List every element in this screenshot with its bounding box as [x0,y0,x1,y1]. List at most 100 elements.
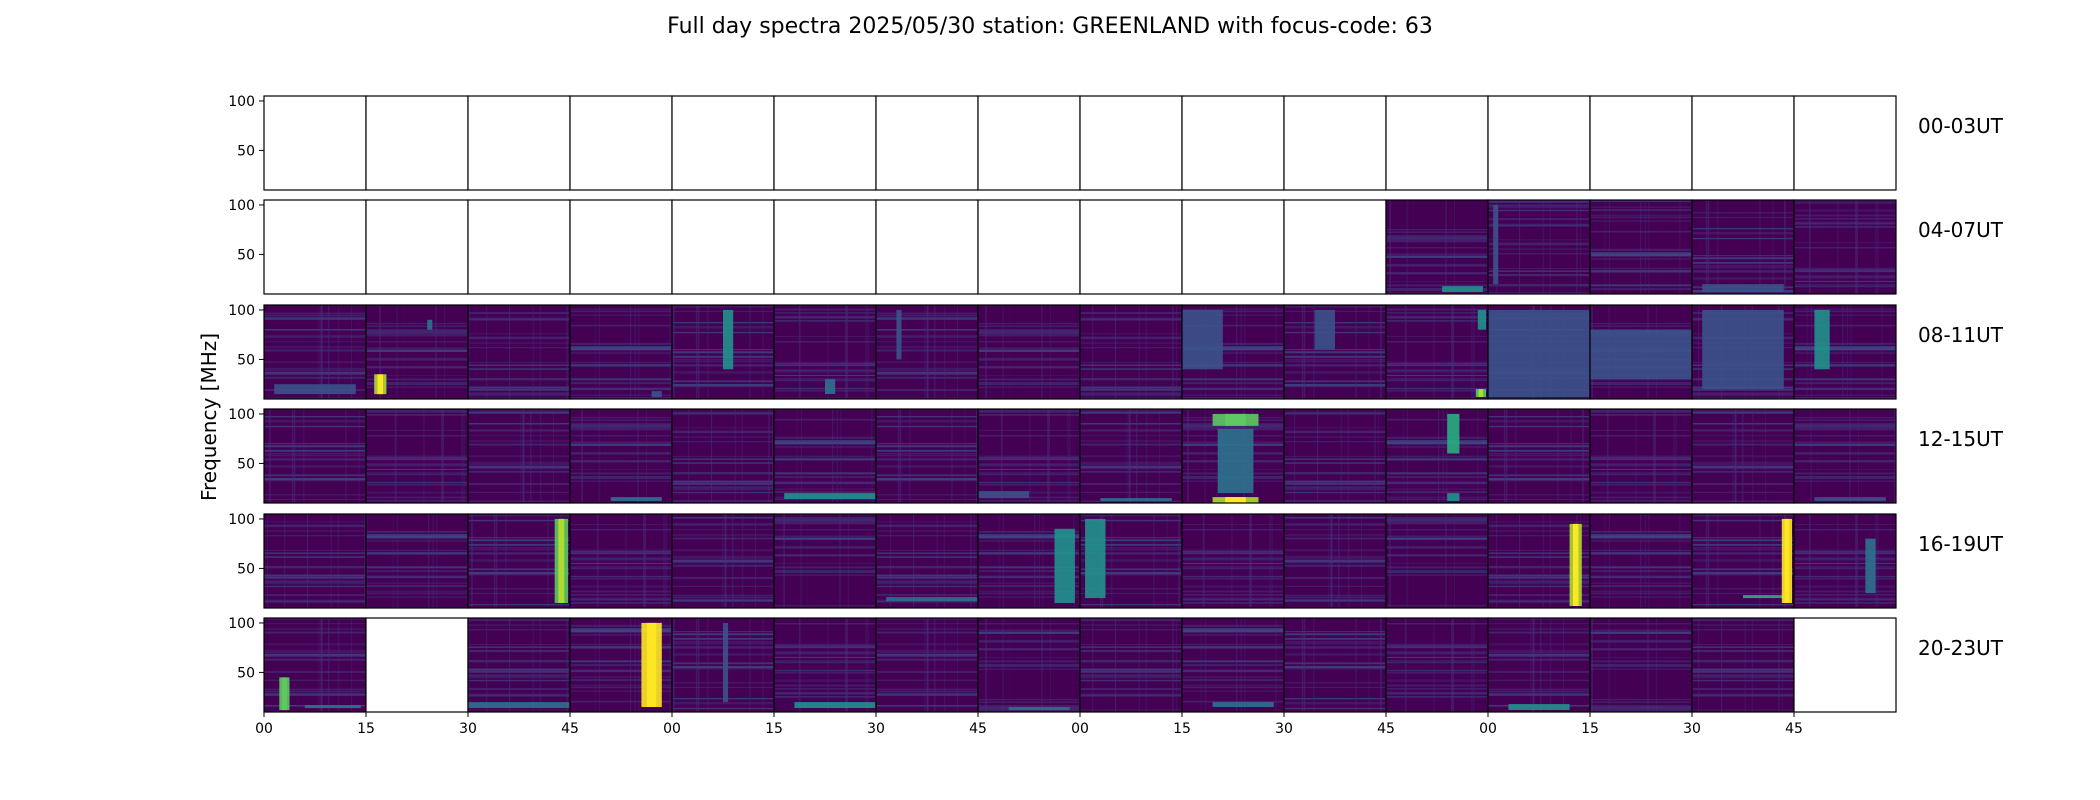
y-tick-label: 100 [228,198,255,214]
x-tick-label: 45 [969,721,987,737]
spectrum-panel [1793,95,1897,191]
spectrum-background [774,618,876,712]
spectral-burst [1442,286,1483,292]
spectrum-panel [875,95,979,191]
empty-panel [468,200,570,294]
empty-panel [1080,200,1182,294]
y-tick-label: 50 [237,456,255,472]
spectrum-background [1488,618,1590,712]
spectral-burst [723,622,729,703]
spectrum-panel [1079,95,1183,191]
spectrum-panel [365,513,469,609]
spectrum-background [570,305,672,399]
spectrum-panel [977,617,1081,713]
spectrum-panel [773,513,877,609]
spectrum-panel [671,95,775,191]
spectrum-panel [1385,199,1489,295]
spectrum-panel [1283,304,1387,400]
spectrum-panel [977,304,1081,400]
x-tick-label: 15 [1581,721,1599,737]
spectrum-background [264,514,366,608]
spectrum-panel [1793,304,1897,400]
spectrum-background [1386,200,1488,294]
spectrum-panel [467,304,571,400]
spectrum-panel [263,95,367,191]
spectrum-background [1590,618,1692,712]
spectrum-panel [1793,617,1897,713]
spectrum-background [1692,514,1794,608]
spectrum-panel [467,617,571,713]
spectra-row-08-11UT: 100 50 08-11UT [228,303,2004,400]
spectrum-panel [1589,304,1693,400]
spectrum-panel [263,199,367,295]
spectrum-panel [263,408,367,504]
y-tick-label: 50 [237,143,255,159]
spectrum-background [1080,409,1182,503]
spectrum-panel [671,617,775,713]
spectrum-panel [1793,408,1897,504]
spectrum-panel [977,199,1081,295]
spectral-burst [1743,595,1789,599]
spectrum-panel [1283,408,1387,504]
spectrum-panel [263,304,367,400]
x-tick-label: 30 [1683,721,1701,737]
spectral-burst-core [377,374,383,395]
spectrum-panel [875,513,979,609]
spectral-burst [1477,309,1486,330]
spectrum-panel [1793,199,1897,295]
row-time-label: 16-19UT [1918,532,2004,556]
spectrum-background [1590,409,1692,503]
spectrum-panel [1181,95,1285,191]
spectral-burst [784,493,876,499]
spectrum-background [570,409,672,503]
empty-panel [1080,96,1182,190]
spectral-burst [1100,498,1172,502]
spectrum-panel [773,304,877,400]
spectrum-panel [1283,199,1387,295]
spectrum-background [978,618,1080,712]
y-tick-label: 100 [228,303,255,319]
spectrum-panel [1691,408,1795,504]
spectrum-background [1794,200,1896,294]
spectral-burst [304,705,361,709]
spectrum-panel [365,199,469,295]
spectrum-background [1080,618,1182,712]
x-tick-label: 30 [459,721,477,737]
spectrum-background [1590,514,1692,608]
spectrum-panel [671,408,775,504]
spectrum-panel [875,199,979,295]
spectrum-panel [263,513,367,609]
spectral-burst [825,379,836,394]
spectrum-panel [1691,513,1795,609]
x-tick-label: 15 [357,721,375,737]
spectral-burst [1447,493,1460,501]
x-tick-label: 45 [1785,721,1803,737]
spectral-burst-core [1573,523,1579,606]
spectrum-panel [365,617,469,713]
x-tick-label: 15 [765,721,783,737]
y-tick-label: 100 [228,512,255,528]
spectral-burst [896,309,902,360]
spectral-burst [651,391,662,397]
spectrum-panel [263,617,367,713]
spectral-burst [1488,309,1590,397]
spectrum-panel [1079,199,1183,295]
empty-panel [1284,96,1386,190]
spectrum-background [672,514,774,608]
x-tick-label: 00 [1479,721,1497,737]
spectrum-panel [467,513,571,609]
empty-panel [570,200,672,294]
spectrum-panel [365,408,469,504]
spectrum-panel [1385,304,1489,400]
spectrum-background [366,514,468,608]
figure-title: Full day spectra 2025/05/30 station: GRE… [667,14,1433,39]
spectral-burst-core [1784,518,1790,603]
spectrum-background [264,409,366,503]
spectrum-panel [977,408,1081,504]
spectrum-panel [1079,304,1183,400]
spectral-burst [794,702,876,708]
spectrum-background [1284,514,1386,608]
spectrum-background [570,514,672,608]
spectral-burst [1085,518,1106,599]
spectrum-panel [365,95,469,191]
